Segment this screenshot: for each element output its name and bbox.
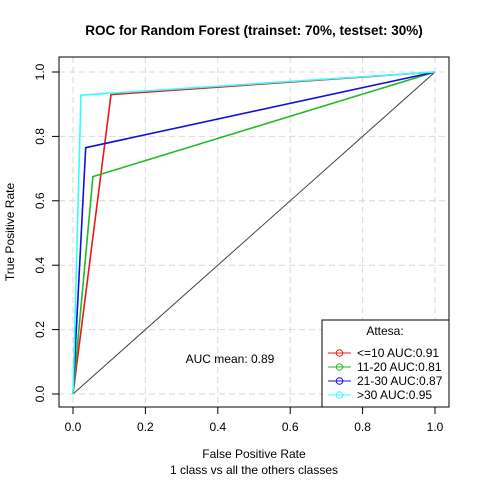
legend-swatch-marker [335,349,344,357]
x-axis-label: False Positive Rate [202,447,306,461]
plot-frame [58,56,450,408]
x-tick-label: 0.6 [282,420,299,434]
x-axis: 0.0 0.2 0.4 0.6 0.8 1.0 [65,407,444,434]
legend-swatch-marker [335,391,344,399]
roc-curves [72,71,436,395]
legend-box [321,319,450,408]
roc-curve [72,71,436,395]
y-axis: 0.0 0.2 0.4 0.6 0.8 1.0 [33,63,59,402]
x-tick-label: 0.4 [209,420,226,434]
y-axis-label: True Positive Rate [3,183,17,282]
roc-curve [72,71,436,395]
legend-swatch-marker [335,377,344,385]
legend-label: 21-30 AUC:0.87 [357,374,443,388]
roc-curve [72,71,436,395]
y-tick-label: 0.6 [33,192,47,209]
y-tick-label: 0.4 [33,257,47,274]
x-axis-sublabel: 1 class vs all the others classes [170,463,338,477]
legend-label: >30 AUC:0.95 [357,388,432,402]
x-tick-label: 0.8 [354,420,371,434]
x-tick-label: 0.2 [137,420,154,434]
y-tick-label: 0.8 [33,128,47,145]
x-tick-label: 0.0 [65,420,82,434]
legend-title: Attesa: [366,324,403,338]
legend-label: <=10 AUC:0.91 [357,346,439,360]
legend-label: 11-20 AUC:0.81 [357,360,442,374]
y-tick-label: 1.0 [33,63,47,80]
y-tick-label: 0.2 [33,321,47,338]
y-tick-label: 0.0 [33,385,47,402]
diagonal-line [72,71,436,395]
legend-swatch-marker [335,363,344,371]
diagonal-reference [72,71,436,395]
auc-mean-annotation: AUC mean: 0.89 [186,352,275,366]
x-tick-label: 1.0 [427,420,444,434]
chart-title: ROC for Random Forest (trainset: 70%, te… [85,23,423,38]
